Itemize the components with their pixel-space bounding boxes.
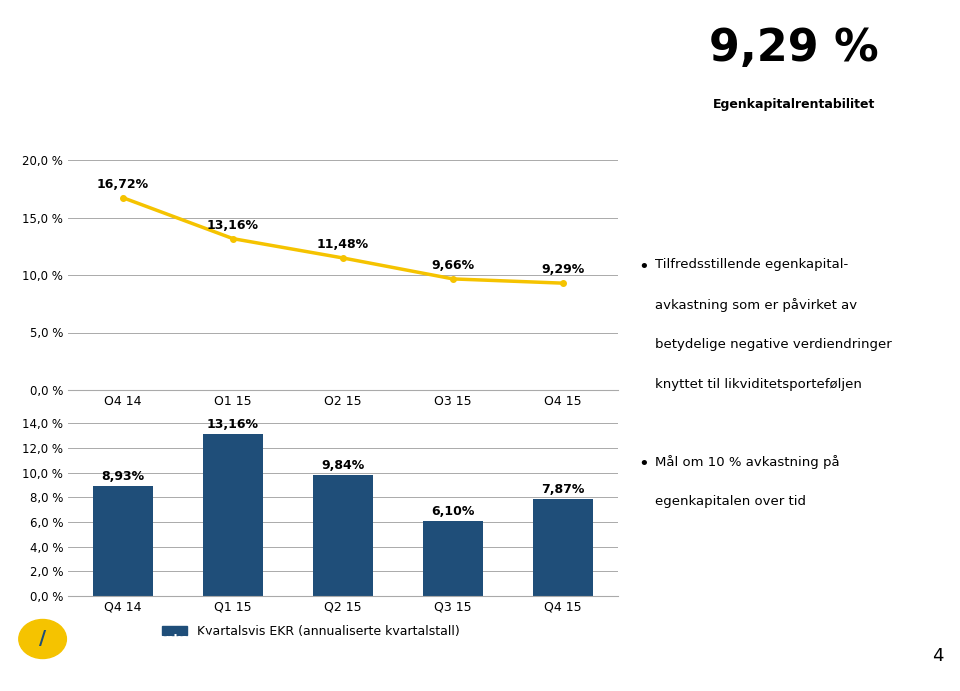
Text: Hittil i år og per kvartal: Hittil i år og per kvartal [25,87,228,104]
Text: 9,84%: 9,84% [322,460,365,472]
Text: 9,66%: 9,66% [431,259,474,272]
Legend: Kvartalsvis EKR (annualiserte kvartalstall): Kvartalsvis EKR (annualiserte kvartalsta… [156,621,465,643]
Text: 9,29 %: 9,29 % [709,27,878,70]
Text: Mål om 10 % avkastning på: Mål om 10 % avkastning på [655,455,839,469]
Bar [93,486,154,596]
Text: 16,72%: 16,72% [97,178,149,191]
Text: 8,93%: 8,93% [102,471,145,484]
Text: 13,16%: 13,16% [207,418,259,431]
Bar [203,434,263,596]
Text: 9,29%: 9,29% [541,263,585,276]
Text: Egenkapitalrentabilitet: Egenkapitalrentabilitet [713,97,876,111]
Legend: EKR (hiå): EKR (hiå) [228,417,337,439]
Text: knyttet til likviditetsporteføljen: knyttet til likviditetsporteføljen [655,378,861,391]
Text: 4: 4 [932,647,944,665]
Text: 11,48%: 11,48% [317,238,369,252]
Bar [313,475,373,596]
Text: •: • [638,455,649,473]
Bar [533,499,593,596]
Text: Tilfredsstillende egenkapital-: Tilfredsstillende egenkapital- [655,258,848,272]
Text: 13,16%: 13,16% [207,219,259,232]
Bar [422,521,483,596]
Text: •: • [638,258,649,276]
Text: betydelige negative verdiendringer: betydelige negative verdiendringer [655,338,891,351]
Text: avkastning som er påvirket av: avkastning som er påvirket av [655,299,856,312]
Text: Egenkapitalrentabilitet: Egenkapitalrentabilitet [25,26,462,59]
Text: /: / [39,630,46,648]
Text: 7,87%: 7,87% [541,484,585,496]
Text: Sparebanken Øst: Sparebanken Øst [114,634,221,644]
Ellipse shape [19,620,66,659]
Text: egenkapitalen over tid: egenkapitalen over tid [655,495,805,508]
Text: 6,10%: 6,10% [431,505,474,518]
